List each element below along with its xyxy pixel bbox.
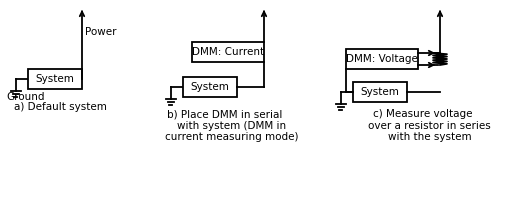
- Text: System: System: [190, 82, 230, 92]
- Text: System: System: [360, 87, 400, 97]
- Bar: [346, 49, 418, 69]
- Bar: [353, 82, 407, 102]
- Text: Ground: Ground: [6, 92, 44, 102]
- Text: b) Place DMM in serial
    with system (DMM in
    current measuring mode): b) Place DMM in serial with system (DMM …: [152, 109, 298, 142]
- Text: a) Default system: a) Default system: [14, 102, 106, 112]
- Text: System: System: [36, 74, 74, 84]
- Bar: [192, 42, 264, 62]
- Bar: [183, 77, 237, 97]
- Text: Power: Power: [85, 27, 117, 37]
- Bar: [28, 69, 82, 89]
- Text: DMM: Current: DMM: Current: [192, 47, 264, 57]
- Text: DMM: Voltage: DMM: Voltage: [346, 54, 418, 64]
- Text: c) Measure voltage
    over a resistor in series
    with the system: c) Measure voltage over a resistor in se…: [355, 109, 491, 142]
